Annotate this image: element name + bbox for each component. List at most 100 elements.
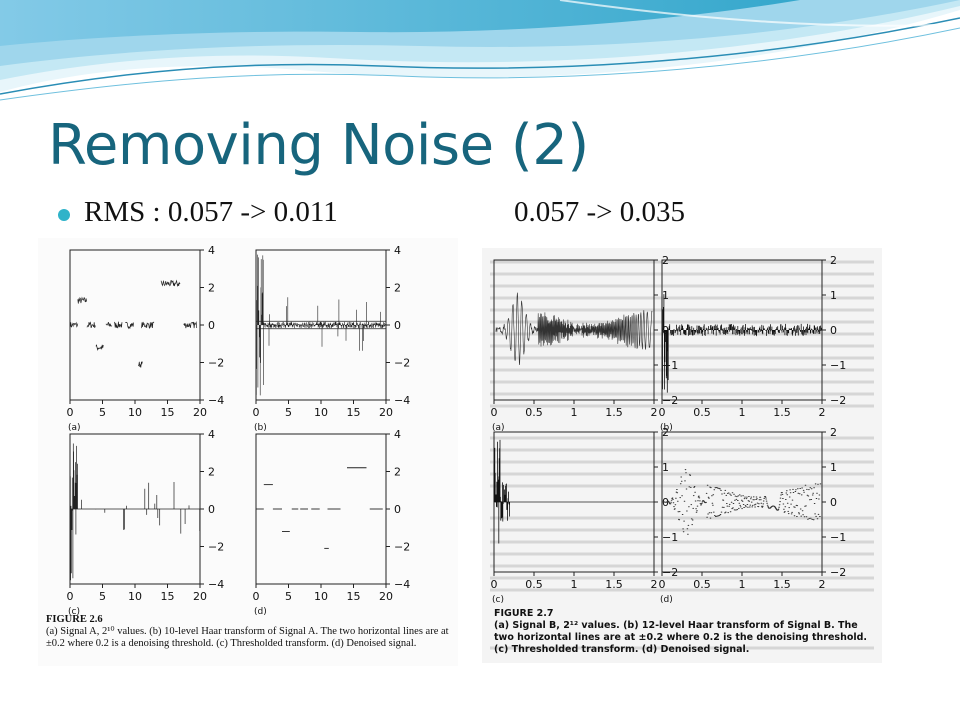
x-tick-label: 15: [161, 406, 175, 419]
x-tick-label: 2: [819, 406, 826, 419]
rms-left-text: RMS : 0.057 -> 0.011: [84, 196, 338, 228]
x-tick-label: 0: [491, 406, 498, 419]
plot-frame: [661, 431, 823, 573]
x-tick-label: 1: [571, 406, 578, 419]
y-tick-label: −2: [208, 357, 224, 370]
figure-2-6-heading: FIGURE 2.6: [46, 614, 103, 625]
panel-label: (a): [492, 423, 505, 433]
figure-a-panel-d: 0 5 10 15 20 4 2 0 −2 −4 (d): [234, 428, 434, 618]
x-tick-label: 15: [347, 406, 361, 419]
x-tick-label: 10: [314, 590, 328, 603]
x-tick-label: 20: [193, 590, 207, 603]
y-tick-label: 4: [208, 244, 215, 257]
y-tick-label: 2: [394, 466, 401, 479]
x-tick-label: 0.5: [525, 578, 543, 591]
figure-a-panel-a: 0 5 10 15 20 4 2 0 −2 −4 (a): [48, 244, 248, 434]
panel-label: (d): [660, 595, 673, 605]
panel-label: (c): [68, 607, 80, 617]
y-tick-label: −4: [208, 394, 224, 407]
x-tick-label: 0: [253, 406, 260, 419]
y-tick-label: 2: [830, 426, 837, 439]
x-tick-label: 1.5: [773, 578, 791, 591]
figure-2-7-caption-text: (a) Signal B, 2¹² values. (b) 12-level H…: [494, 620, 868, 655]
x-tick-label: 20: [193, 406, 207, 419]
figure-b-panel-b: 0 0.5 1 1.5 2 2 1 0 −1 −2 (b): [652, 254, 862, 434]
x-tick-label: 5: [99, 590, 106, 603]
panel-label: (b): [660, 423, 673, 433]
y-tick-label: −2: [830, 394, 846, 407]
panel-label: (b): [254, 423, 267, 433]
figure-2-6-caption: FIGURE 2.6 (a) Signal A, 2¹⁰ values. (b)…: [46, 614, 456, 650]
y-tick-label: 0: [830, 496, 837, 509]
figure-2-6-caption-text: (a) Signal A, 2¹⁰ values. (b) 10-level H…: [46, 626, 449, 649]
x-tick-label: 10: [128, 590, 142, 603]
x-tick-label: 1.5: [605, 406, 623, 419]
panel-label: (c): [492, 595, 504, 605]
y-tick-label: 2: [394, 282, 401, 295]
y-tick-label: −4: [394, 578, 410, 591]
x-tick-label: 0.5: [693, 406, 711, 419]
y-tick-label: 1: [662, 289, 669, 302]
x-tick-label: 1: [571, 578, 578, 591]
thresholded-transform-trace: [69, 443, 201, 581]
x-tick-label: 1.5: [773, 406, 791, 419]
x-tick-label: 10: [128, 406, 142, 419]
x-tick-label: 2: [651, 406, 658, 419]
y-tick-label: −2: [208, 541, 224, 554]
x-tick-label: 5: [285, 406, 292, 419]
y-tick-label: 1: [830, 289, 837, 302]
y-tick-label: 2: [830, 254, 837, 267]
x-tick-label: 2: [819, 578, 826, 591]
y-tick-label: 1: [662, 461, 669, 474]
x-tick-label: 1.5: [605, 578, 623, 591]
x-tick-label: 5: [285, 590, 292, 603]
figure-a-panel-b: 0 5 10 15 20 4 2 0 −2 −4 (b): [234, 244, 434, 434]
bullet-dot-icon: [58, 209, 70, 221]
y-tick-label: −4: [394, 394, 410, 407]
figure-b-panel-d: 0 0.5 1 1.5 2 2 1 0 −1 −2 (d): [652, 426, 862, 606]
figure-2-7-heading: FIGURE 2.7: [494, 608, 554, 619]
figure-b-panel-c: 0 0.5 1 1.5 2 2 1 0 −1 −2 (c): [484, 426, 680, 606]
x-tick-label: 20: [379, 590, 393, 603]
slide-title: Removing Noise (2): [48, 113, 589, 178]
haar-transform-b-trace: [661, 294, 823, 393]
y-tick-label: 2: [208, 466, 215, 479]
x-tick-label: 0: [491, 578, 498, 591]
x-tick-label: 0.5: [525, 406, 543, 419]
y-tick-label: −1: [830, 531, 846, 544]
y-tick-label: −2: [830, 566, 846, 579]
x-tick-label: 10: [314, 406, 328, 419]
figure-a-panel-c: 0 5 10 15 20 4 2 0 −2 −4 (c): [48, 428, 248, 618]
y-tick-label: 0: [208, 503, 215, 516]
rms-right-text: 0.057 -> 0.035: [514, 196, 686, 228]
x-tick-label: 0: [67, 590, 74, 603]
y-tick-label: 4: [394, 428, 401, 441]
y-tick-label: −1: [830, 359, 846, 372]
x-tick-label: 20: [379, 406, 393, 419]
y-tick-label: 2: [208, 282, 215, 295]
x-tick-label: 0: [253, 590, 260, 603]
panel-label: (a): [68, 423, 81, 433]
y-tick-label: −2: [394, 357, 410, 370]
x-tick-label: 15: [161, 590, 175, 603]
y-tick-label: 0: [208, 319, 215, 332]
y-tick-label: 0: [830, 324, 837, 337]
figure-2-7: 0 0.5 1 1.5 2 2 1 0 −1 −2 (a) 0 0.5 1 1.5 2 2 1 0 −1 −2 (b) …: [482, 248, 882, 663]
x-tick-label: 15: [347, 590, 361, 603]
y-tick-label: 4: [394, 244, 401, 257]
x-tick-label: 1: [739, 578, 746, 591]
y-tick-label: −2: [394, 541, 410, 554]
denoised-signal-b-trace: [663, 469, 822, 535]
x-tick-label: 0: [67, 406, 74, 419]
figure-b-panel-a: 0 0.5 1 1.5 2 2 1 0 −1 −2 (a): [484, 254, 680, 434]
signal-b-trace: [495, 292, 653, 366]
y-tick-label: 0: [394, 319, 401, 332]
x-tick-label: 5: [99, 406, 106, 419]
x-tick-label: 2: [651, 578, 658, 591]
y-tick-label: −1: [662, 531, 678, 544]
y-tick-label: 1: [830, 461, 837, 474]
y-tick-label: 4: [208, 428, 215, 441]
figure-2-7-caption: FIGURE 2.7 (a) Signal B, 2¹² values. (b)…: [494, 608, 879, 656]
y-tick-label: −4: [208, 578, 224, 591]
